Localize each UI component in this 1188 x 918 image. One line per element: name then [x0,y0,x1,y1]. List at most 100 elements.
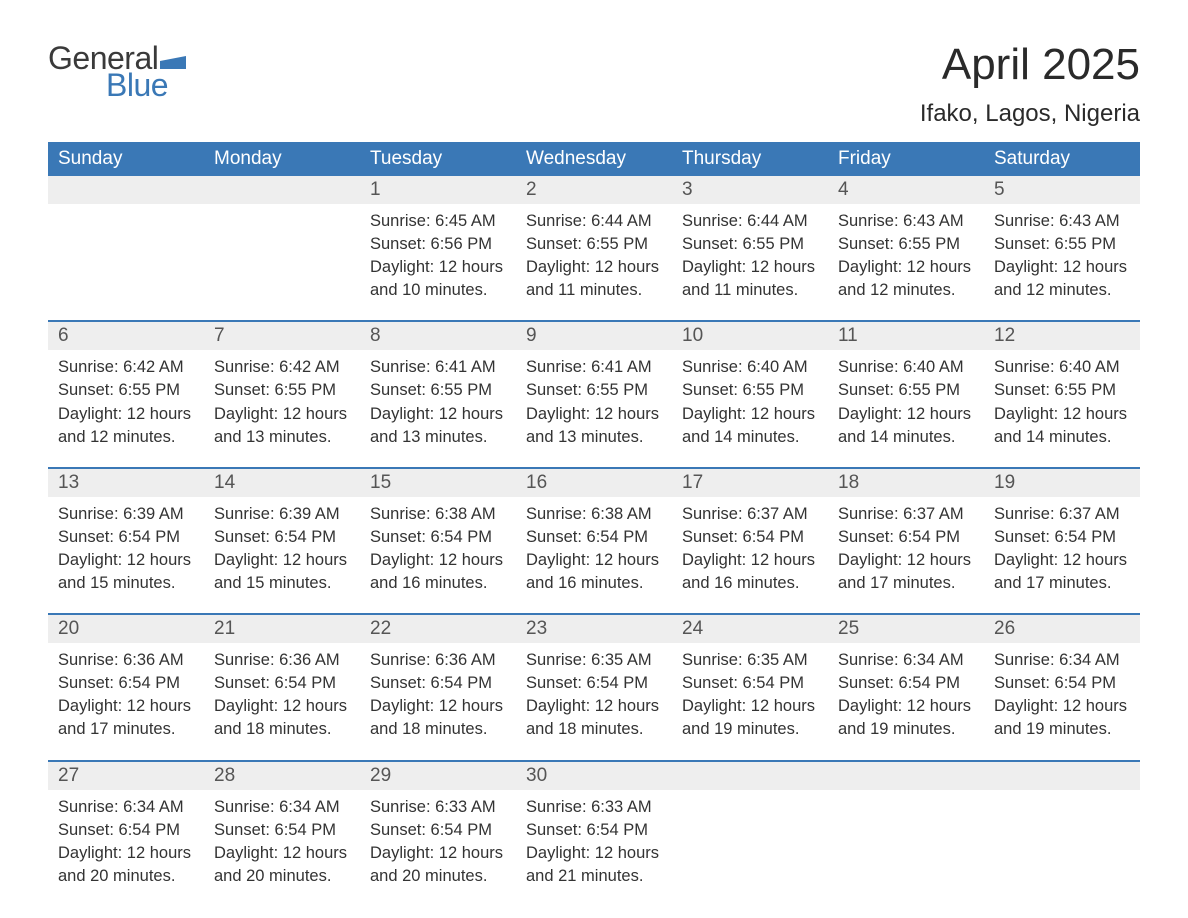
daylight-line1: Daylight: 12 hours [370,403,506,426]
day-number: 24 [672,615,828,643]
daylight-line1: Daylight: 12 hours [370,256,506,279]
daylight-line2: and 20 minutes. [214,865,350,888]
daybody-row: Sunrise: 6:42 AMSunset: 6:55 PMDaylight:… [48,350,1140,448]
day-cell: Sunrise: 6:43 AMSunset: 6:55 PMDaylight:… [984,204,1140,302]
day-number: 18 [828,469,984,497]
daylight-line2: and 18 minutes. [214,718,350,741]
sunrise-text: Sunrise: 6:38 AM [526,503,662,526]
sunrise-text: Sunrise: 6:36 AM [370,649,506,672]
sunrise-text: Sunrise: 6:40 AM [682,356,818,379]
day-cell: Sunrise: 6:42 AMSunset: 6:55 PMDaylight:… [48,350,204,448]
daylight-line2: and 14 minutes. [682,426,818,449]
day-cell: Sunrise: 6:40 AMSunset: 6:55 PMDaylight:… [828,350,984,448]
day-cell: Sunrise: 6:35 AMSunset: 6:54 PMDaylight:… [672,643,828,741]
day-number [48,176,204,204]
sunset-text: Sunset: 6:54 PM [526,819,662,842]
sunset-text: Sunset: 6:54 PM [214,526,350,549]
logo-text-blue: Blue [106,67,168,104]
day-cell: Sunrise: 6:38 AMSunset: 6:54 PMDaylight:… [516,497,672,595]
daylight-line2: and 17 minutes. [994,572,1130,595]
location-label: Ifako, Lagos, Nigeria [920,100,1140,128]
daylight-line1: Daylight: 12 hours [58,842,194,865]
title-block: April 2025 Ifako, Lagos, Nigeria [920,40,1140,128]
sunrise-text: Sunrise: 6:37 AM [994,503,1130,526]
sunset-text: Sunset: 6:54 PM [838,672,974,695]
sunrise-text: Sunrise: 6:35 AM [682,649,818,672]
daynum-band: 13141516171819 [48,469,1140,497]
day-number: 23 [516,615,672,643]
sunset-text: Sunset: 6:54 PM [994,672,1130,695]
daylight-line1: Daylight: 12 hours [838,549,974,572]
sunset-text: Sunset: 6:55 PM [214,379,350,402]
daylight-line2: and 13 minutes. [370,426,506,449]
daylight-line2: and 13 minutes. [526,426,662,449]
daylight-line2: and 18 minutes. [370,718,506,741]
day-number: 7 [204,322,360,350]
day-number [828,762,984,790]
day-cell: Sunrise: 6:37 AMSunset: 6:54 PMDaylight:… [984,497,1140,595]
sunrise-text: Sunrise: 6:40 AM [994,356,1130,379]
daynum-band: 27282930 [48,762,1140,790]
daylight-line1: Daylight: 12 hours [994,549,1130,572]
sunrise-text: Sunrise: 6:41 AM [370,356,506,379]
daylight-line2: and 14 minutes. [838,426,974,449]
day-cell: Sunrise: 6:34 AMSunset: 6:54 PMDaylight:… [48,790,204,888]
sunset-text: Sunset: 6:54 PM [58,819,194,842]
sunset-text: Sunset: 6:54 PM [58,526,194,549]
sunset-text: Sunset: 6:55 PM [838,379,974,402]
day-number: 3 [672,176,828,204]
day-cell: Sunrise: 6:38 AMSunset: 6:54 PMDaylight:… [360,497,516,595]
daylight-line2: and 11 minutes. [526,279,662,302]
sunset-text: Sunset: 6:54 PM [682,526,818,549]
sunset-text: Sunset: 6:54 PM [838,526,974,549]
day-cell: Sunrise: 6:33 AMSunset: 6:54 PMDaylight:… [516,790,672,888]
daylight-line2: and 10 minutes. [370,279,506,302]
sunrise-text: Sunrise: 6:40 AM [838,356,974,379]
sunset-text: Sunset: 6:55 PM [682,233,818,256]
day-cell: Sunrise: 6:34 AMSunset: 6:54 PMDaylight:… [204,790,360,888]
daylight-line1: Daylight: 12 hours [526,842,662,865]
weekday-saturday: Saturday [984,142,1140,176]
week-row: 13141516171819Sunrise: 6:39 AMSunset: 6:… [48,467,1140,595]
day-cell: Sunrise: 6:39 AMSunset: 6:54 PMDaylight:… [204,497,360,595]
day-number: 13 [48,469,204,497]
month-title: April 2025 [920,40,1140,90]
sunrise-text: Sunrise: 6:41 AM [526,356,662,379]
daybody-row: Sunrise: 6:34 AMSunset: 6:54 PMDaylight:… [48,790,1140,888]
daylight-line1: Daylight: 12 hours [214,403,350,426]
day-cell: Sunrise: 6:36 AMSunset: 6:54 PMDaylight:… [48,643,204,741]
sunset-text: Sunset: 6:55 PM [838,233,974,256]
sunrise-text: Sunrise: 6:37 AM [682,503,818,526]
daylight-line2: and 21 minutes. [526,865,662,888]
sunrise-text: Sunrise: 6:36 AM [58,649,194,672]
sunrise-text: Sunrise: 6:43 AM [994,210,1130,233]
sunset-text: Sunset: 6:54 PM [370,672,506,695]
day-cell: Sunrise: 6:40 AMSunset: 6:55 PMDaylight:… [984,350,1140,448]
day-number [204,176,360,204]
week-row: 12345Sunrise: 6:45 AMSunset: 6:56 PMDayl… [48,176,1140,302]
daylight-line2: and 16 minutes. [370,572,506,595]
daylight-line2: and 19 minutes. [994,718,1130,741]
daylight-line2: and 12 minutes. [838,279,974,302]
daylight-line1: Daylight: 12 hours [370,842,506,865]
daylight-line1: Daylight: 12 hours [838,256,974,279]
sunrise-text: Sunrise: 6:34 AM [994,649,1130,672]
sunset-text: Sunset: 6:55 PM [994,233,1130,256]
day-cell: Sunrise: 6:39 AMSunset: 6:54 PMDaylight:… [48,497,204,595]
daylight-line2: and 12 minutes. [994,279,1130,302]
day-cell: Sunrise: 6:44 AMSunset: 6:55 PMDaylight:… [672,204,828,302]
sunrise-text: Sunrise: 6:38 AM [370,503,506,526]
day-number: 14 [204,469,360,497]
day-cell: Sunrise: 6:37 AMSunset: 6:54 PMDaylight:… [672,497,828,595]
week-row: 27282930Sunrise: 6:34 AMSunset: 6:54 PMD… [48,760,1140,888]
day-number: 22 [360,615,516,643]
day-cell [828,790,984,888]
daylight-line1: Daylight: 12 hours [526,695,662,718]
daylight-line1: Daylight: 12 hours [214,549,350,572]
daylight-line1: Daylight: 12 hours [526,549,662,572]
day-number: 17 [672,469,828,497]
daylight-line1: Daylight: 12 hours [370,549,506,572]
day-number: 20 [48,615,204,643]
week-row: 20212223242526Sunrise: 6:36 AMSunset: 6:… [48,613,1140,741]
sunrise-text: Sunrise: 6:43 AM [838,210,974,233]
